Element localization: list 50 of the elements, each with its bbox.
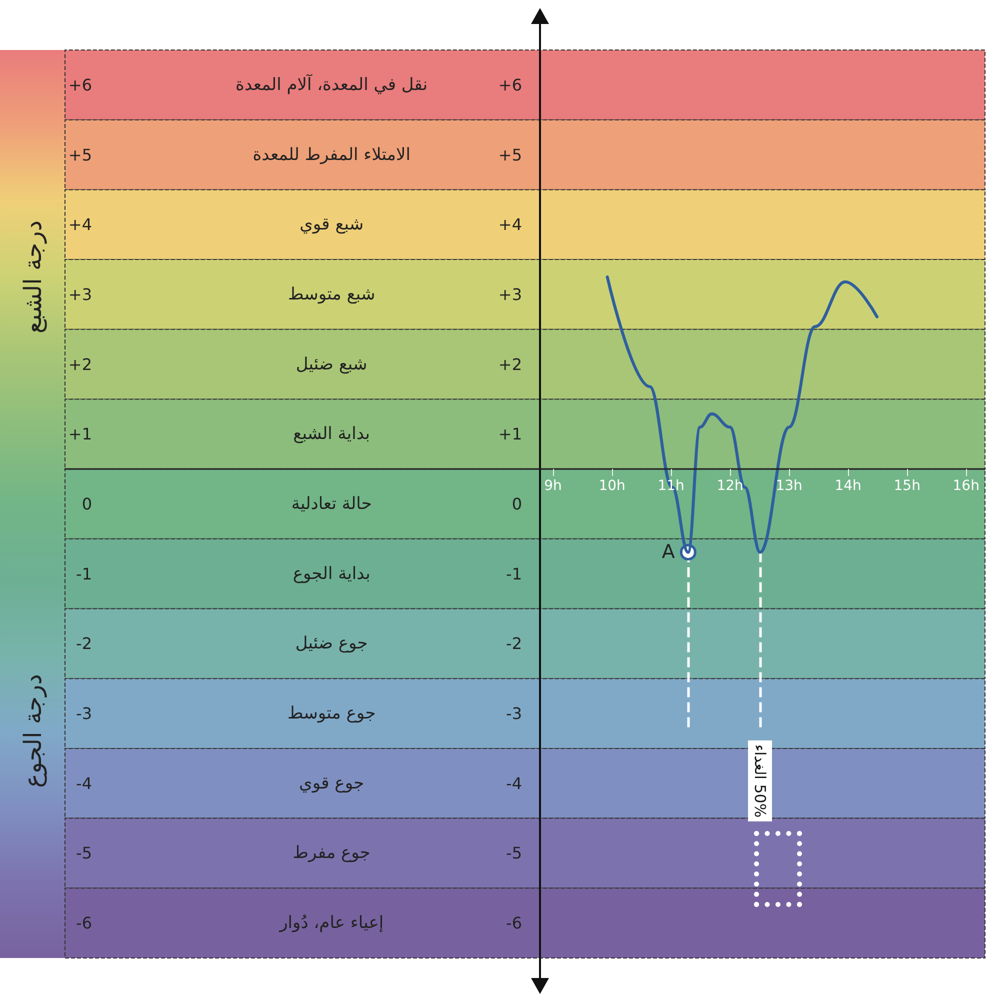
- x-tick-label: 12h: [716, 478, 744, 494]
- y-tick-label: +5: [68, 145, 92, 164]
- y-tick-label: +2: [68, 354, 92, 374]
- x-tick-label: 15h: [894, 478, 920, 494]
- band-label: شبع متوسط: [288, 284, 376, 304]
- y2-tick-label: -5: [506, 844, 522, 863]
- y-tick-label: +6: [68, 75, 92, 94]
- band-label: جوع متوسط: [287, 704, 376, 724]
- annotation: A: [662, 541, 675, 564]
- y2-tick-label: -1: [506, 564, 522, 584]
- x-tick-label: 14h: [834, 478, 862, 494]
- y2-tick-label: 0: [512, 494, 522, 514]
- y-tick-label: -1: [76, 564, 92, 584]
- y-tick-label: +3: [68, 284, 92, 304]
- y2-tick-label: +2: [498, 354, 522, 374]
- text: درجة الجوع: [19, 674, 47, 788]
- band-label: جوع مفرط: [292, 843, 370, 864]
- x-tick-label: 16h: [952, 478, 980, 494]
- y2-tick-label: -2: [506, 634, 522, 654]
- y-tick-label: -4: [76, 774, 92, 793]
- band-label: حالة تعادلية: [291, 494, 372, 514]
- y-tick-label: -2: [76, 634, 92, 654]
- band-label: بداية الجوع: [292, 564, 370, 584]
- x-tick-label: 10h: [598, 478, 626, 494]
- y-tick-label: +1: [68, 424, 92, 444]
- x-tick-label: 9h: [544, 478, 562, 494]
- y2-tick-label: +3: [498, 284, 522, 304]
- x-tick-label: 13h: [776, 478, 802, 494]
- y2-tick-label: -3: [506, 704, 522, 724]
- band-label: جوع ضئيل: [295, 634, 368, 654]
- y-tick-label: -3: [76, 704, 92, 724]
- y2-tick-label: -4: [506, 774, 522, 793]
- band-label: نقل في المعدة، آلام المعدة: [236, 74, 428, 95]
- y2-tick-label: +1: [498, 424, 522, 444]
- band-label: بداية الشبع: [293, 424, 370, 444]
- band-label: شبع قوي: [300, 214, 364, 235]
- band-label: شبع ضئيل: [296, 354, 368, 374]
- y-tick-label: -6: [76, 914, 92, 933]
- y2-tick-label: +5: [498, 145, 522, 164]
- y-tick-label: 0: [82, 494, 92, 514]
- band-label: الامتلاء المفرط للمعدة: [252, 144, 410, 165]
- ref-line-label: 50% الغداء: [748, 740, 772, 822]
- y2-tick-label: +6: [498, 75, 522, 94]
- y-tick-label: -5: [76, 844, 92, 863]
- text: درجة الشبع: [19, 220, 47, 334]
- band-label: إعياء عام، دُوار: [278, 913, 384, 934]
- band-label: جوع قوي: [299, 773, 364, 794]
- y2-tick-label: -6: [506, 914, 522, 933]
- y-tick-label: +4: [68, 215, 92, 234]
- y2-tick-label: +4: [498, 215, 522, 234]
